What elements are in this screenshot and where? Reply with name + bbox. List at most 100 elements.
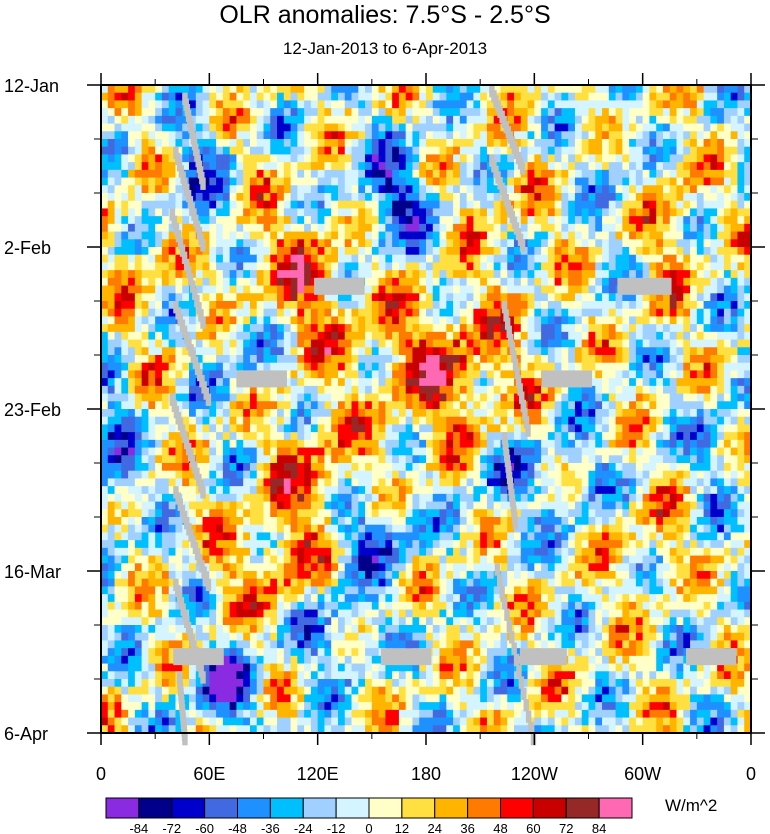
heatmap-cell [249, 139, 258, 148]
heatmap-cell [331, 463, 339, 472]
heatmap-cell [703, 247, 711, 256]
heatmap-cell [656, 347, 664, 356]
heatmap-cell [466, 308, 474, 318]
heatmap-cell [595, 463, 603, 472]
heatmap-cell [121, 339, 129, 348]
heatmap-cell [507, 316, 515, 325]
heatmap-cell [588, 177, 596, 186]
heatmap-cell [690, 331, 698, 341]
heatmap-cell [216, 123, 224, 132]
heatmap-cell [148, 401, 156, 410]
heatmap-cell [588, 393, 596, 402]
heatmap-cell [744, 177, 752, 186]
heatmap-cell [114, 216, 122, 225]
heatmap-cell [385, 154, 393, 163]
heatmap-cell [662, 478, 671, 487]
heatmap-cell [615, 324, 623, 333]
heatmap-cell [629, 162, 637, 171]
heatmap-cell [676, 347, 684, 356]
heatmap-cell [453, 146, 461, 156]
heatmap-cell [128, 216, 136, 225]
heatmap-cell [398, 385, 407, 395]
heatmap-cell [432, 316, 441, 325]
heatmap-cell [101, 432, 109, 441]
heatmap-cell [588, 162, 596, 171]
heatmap-cell [256, 247, 265, 256]
heatmap-cell [662, 301, 671, 310]
heatmap-cell [161, 115, 170, 125]
heatmap-cell [310, 424, 319, 433]
heatmap-cell [622, 208, 630, 217]
heatmap-cell [317, 416, 326, 426]
heatmap-cell [290, 169, 298, 179]
heatmap-cell [703, 193, 711, 202]
heatmap-cell [547, 409, 556, 418]
heatmap-cell [486, 378, 495, 387]
heatmap-cell [473, 154, 481, 163]
heatmap-cell [480, 447, 488, 456]
heatmap-cell [256, 200, 265, 210]
heatmap-cell [270, 355, 278, 364]
heatmap-cell [439, 362, 447, 372]
heatmap-cell [520, 308, 529, 318]
heatmap-cell [385, 277, 393, 287]
heatmap-cell [608, 439, 617, 449]
heatmap-cell [514, 439, 522, 449]
heatmap-cell [290, 285, 298, 294]
heatmap-cell [635, 270, 644, 279]
heatmap-cell [615, 169, 623, 179]
heatmap-cell [622, 154, 630, 163]
heatmap-cell [128, 293, 136, 302]
heatmap-cell [148, 393, 156, 402]
heatmap-cell [270, 223, 278, 233]
heatmap-cell [635, 339, 644, 348]
heatmap-cell [446, 247, 454, 256]
heatmap-cell [662, 447, 671, 456]
heatmap-cell [107, 308, 116, 318]
heatmap-cell [297, 85, 305, 94]
heatmap-cell [527, 223, 535, 233]
heatmap-cell [114, 293, 122, 302]
heatmap-cell [717, 347, 725, 356]
heatmap-cell [500, 231, 508, 240]
heatmap-cell [541, 409, 549, 418]
heatmap-cell [358, 347, 366, 356]
heatmap-cell [324, 92, 332, 102]
heatmap-cell [656, 108, 664, 117]
heatmap-cell [202, 324, 210, 333]
heatmap-cell [493, 455, 502, 464]
heatmap-cell [683, 123, 691, 132]
heatmap-cell [263, 393, 271, 402]
heatmap-cell [453, 432, 461, 441]
heatmap-cell [541, 262, 549, 271]
heatmap-cell [344, 463, 353, 472]
heatmap-cell [453, 470, 461, 480]
heatmap-cell [432, 162, 441, 171]
heatmap-cell [317, 123, 326, 132]
heatmap-cell [588, 108, 596, 117]
heatmap-cell [168, 385, 177, 395]
heatmap-cell [304, 262, 312, 271]
heatmap-cell [175, 301, 183, 310]
heatmap-cell [263, 146, 271, 156]
heatmap-cell [297, 108, 305, 117]
heatmap-cell [690, 216, 698, 225]
heatmap-cell [642, 108, 651, 117]
heatmap-cell [669, 216, 678, 225]
heatmap-cell [574, 131, 583, 140]
heatmap-cell [453, 378, 461, 387]
heatmap-cell [317, 478, 326, 487]
heatmap-cell [310, 254, 319, 264]
heatmap-cell [324, 123, 332, 132]
heatmap-cell [256, 447, 265, 456]
heatmap-cell [730, 154, 739, 163]
heatmap-cell [297, 200, 305, 210]
heatmap-cell [527, 424, 535, 433]
heatmap-cell [534, 92, 542, 102]
heatmap-cell [263, 293, 271, 302]
heatmap-cell [459, 324, 468, 333]
heatmap-cell [602, 139, 610, 148]
heatmap-cell [561, 416, 569, 426]
heatmap-cell [195, 131, 204, 140]
heatmap-cell [466, 169, 474, 179]
